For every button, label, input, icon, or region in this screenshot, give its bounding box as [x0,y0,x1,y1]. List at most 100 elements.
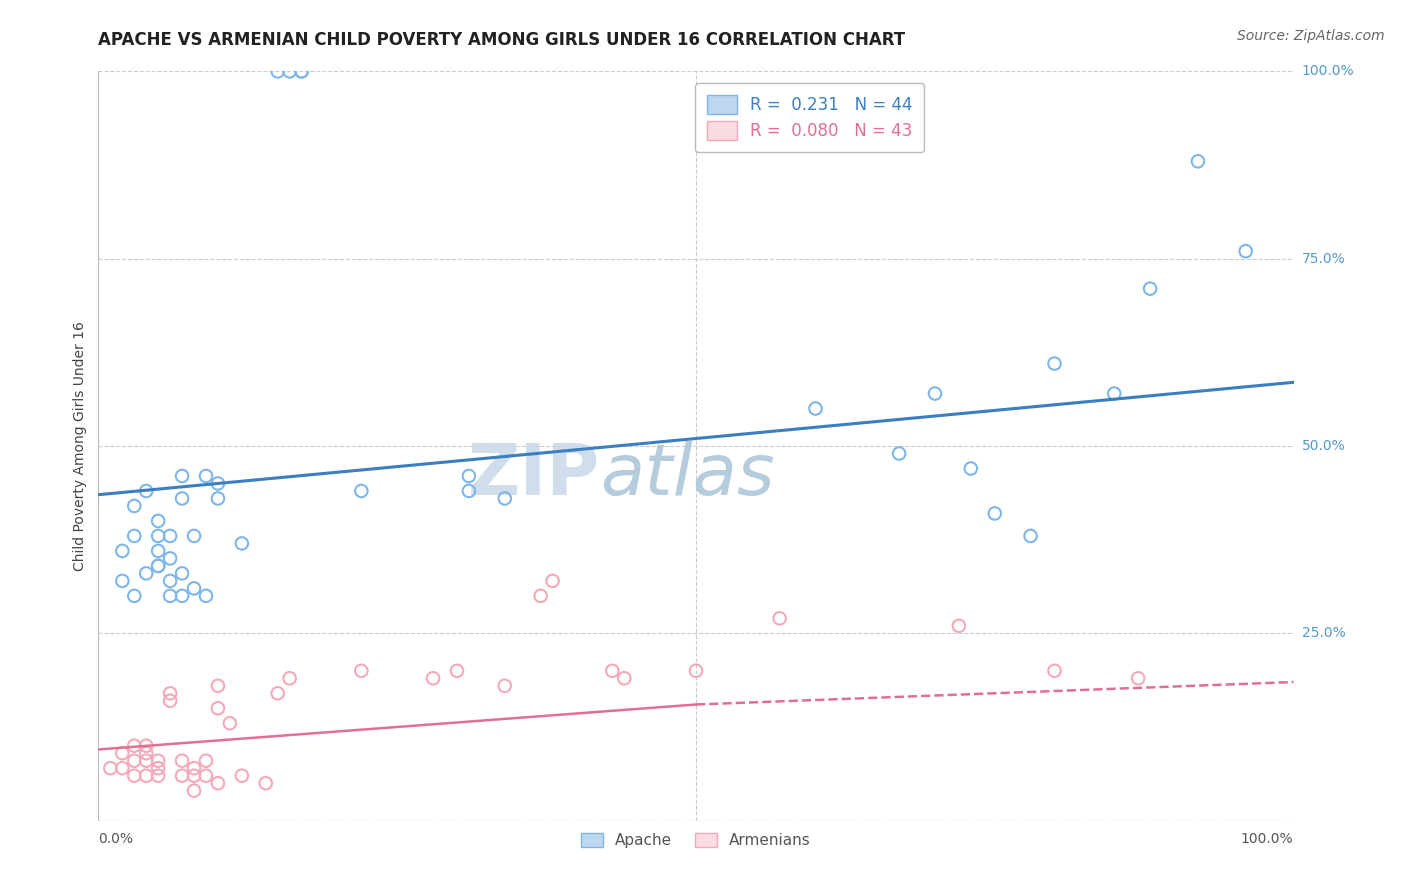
Point [458,469,481,483]
Point [1139,282,1161,296]
Point [183,783,205,797]
Point [135,769,157,783]
Point [172,589,194,603]
Point [494,491,516,506]
Point [159,589,181,603]
Point [135,566,157,581]
Point [148,514,170,528]
Point [231,769,253,783]
Point [148,529,170,543]
Point [124,739,146,753]
Point [98,761,122,775]
Point [602,664,624,678]
Point [172,754,194,768]
Point [207,679,229,693]
Point [207,701,229,715]
Point [613,671,636,685]
Point [948,619,970,633]
Text: 75.0%: 75.0% [1302,252,1346,266]
Legend: Apache, Armenians: Apache, Armenians [575,827,817,855]
Point [804,401,827,416]
Point [422,671,444,685]
Point [219,716,242,731]
Point [350,664,373,678]
Text: 25.0%: 25.0% [1302,626,1346,640]
Point [111,544,134,558]
Point [124,754,146,768]
Point [183,582,205,596]
Point [530,589,553,603]
Point [1104,386,1126,401]
Point [267,64,290,78]
Point [924,386,946,401]
Point [278,671,301,685]
Text: ZIP: ZIP [468,442,600,510]
Point [124,769,146,783]
Point [207,776,229,790]
Point [172,469,194,483]
Point [195,469,218,483]
Point [960,461,983,475]
Point [1128,671,1150,685]
Point [124,529,146,543]
Text: 0.0%: 0.0% [98,832,134,846]
Point [1043,664,1066,678]
Point [195,769,218,783]
Point [494,679,516,693]
Point [254,776,277,790]
Text: atlas: atlas [600,442,775,510]
Point [350,483,373,498]
Point [1187,154,1209,169]
Point [458,483,481,498]
Point [267,686,290,700]
Text: Source: ZipAtlas.com: Source: ZipAtlas.com [1237,29,1385,43]
Point [231,536,253,550]
Text: APACHE VS ARMENIAN CHILD POVERTY AMONG GIRLS UNDER 16 CORRELATION CHART: APACHE VS ARMENIAN CHILD POVERTY AMONG G… [98,31,905,49]
Point [111,746,134,760]
Point [172,769,194,783]
Point [172,491,194,506]
Point [183,761,205,775]
Point [446,664,468,678]
Point [159,694,181,708]
Point [291,64,314,78]
Point [541,574,564,588]
Text: 50.0%: 50.0% [1302,439,1346,453]
Point [135,746,157,760]
Point [148,769,170,783]
Point [159,574,181,588]
Point [195,589,218,603]
Point [889,446,911,460]
Point [159,686,181,700]
Point [135,754,157,768]
Point [148,754,170,768]
Point [984,507,1007,521]
Point [1234,244,1257,259]
Point [278,64,301,78]
Point [148,544,170,558]
Point [111,574,134,588]
Point [1019,529,1042,543]
Point [159,529,181,543]
Point [207,491,229,506]
Point [148,761,170,775]
Point [148,558,170,573]
Point [685,664,707,678]
Point [159,551,181,566]
Point [768,611,790,625]
Point [1043,357,1066,371]
Point [135,483,157,498]
Point [183,769,205,783]
Text: 100.0%: 100.0% [1241,832,1294,846]
Text: 100.0%: 100.0% [1302,64,1354,78]
Point [195,754,218,768]
Point [183,529,205,543]
Point [111,761,134,775]
Point [207,476,229,491]
Point [135,739,157,753]
Y-axis label: Child Poverty Among Girls Under 16: Child Poverty Among Girls Under 16 [73,321,87,571]
Point [124,589,146,603]
Point [148,558,170,573]
Point [124,499,146,513]
Point [172,566,194,581]
